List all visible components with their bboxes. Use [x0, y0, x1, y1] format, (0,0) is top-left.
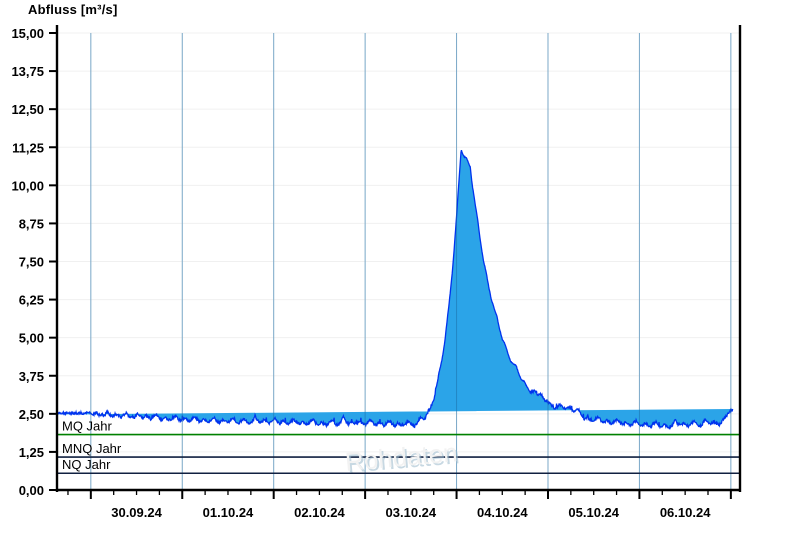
x-tick-label: 04.10.24	[477, 505, 528, 520]
y-tick-label: 7,50	[19, 255, 44, 270]
y-tick-label: 12,50	[11, 102, 44, 117]
horizontal-gridlines	[57, 32, 740, 453]
y-tick-label: 8,75	[19, 216, 44, 231]
y-tick-label: 10,00	[11, 178, 44, 193]
y-tick-label: 1,25	[19, 445, 44, 460]
y-tick-label: 3,75	[19, 369, 44, 384]
y-tick-label: 15,00	[11, 26, 44, 41]
x-tick-label: 01.10.24	[203, 505, 254, 520]
y-tick-label: 2,50	[19, 407, 44, 422]
y-tick-label: 11,25	[12, 140, 44, 155]
discharge-area-fill	[57, 150, 733, 429]
y-axis-title: Abfluss [m³/s]	[28, 2, 118, 17]
x-axis-ticks: 30.09.24 01.10.24 02.10.24 03.10.24 04.10.24…	[67, 490, 732, 520]
reference-lines	[57, 433, 740, 475]
y-tick-label: 6,25	[19, 293, 44, 308]
discharge-line	[56, 150, 734, 430]
reference-label-nq-jahr: NQ Jahr	[62, 457, 111, 472]
y-axis-ticks: 15,00 13,75 12,50 11,25 10,00 8,75 7,50 6,25 5,0…	[11, 26, 57, 498]
x-tick-label: 06.10.24	[660, 505, 711, 520]
y-tick-label: 13,75	[11, 64, 44, 79]
reference-label-mnq-jahr: MNQ Jahr	[62, 441, 122, 456]
vertical-gridlines-overlay	[90, 33, 732, 490]
x-tick-label: 03.10.24	[386, 505, 437, 520]
y-tick-label: 5,00	[19, 331, 44, 346]
watermark-text: Rohdaten	[344, 437, 459, 477]
x-tick-label: 30.09.24	[111, 505, 162, 520]
x-tick-label: 02.10.24	[294, 505, 345, 520]
x-tick-label: 05.10.24	[568, 505, 619, 520]
y-tick-label: 0,00	[19, 483, 44, 498]
reference-label-mq-jahr: MQ Jahr	[62, 419, 113, 434]
discharge-area-series	[56, 150, 734, 430]
